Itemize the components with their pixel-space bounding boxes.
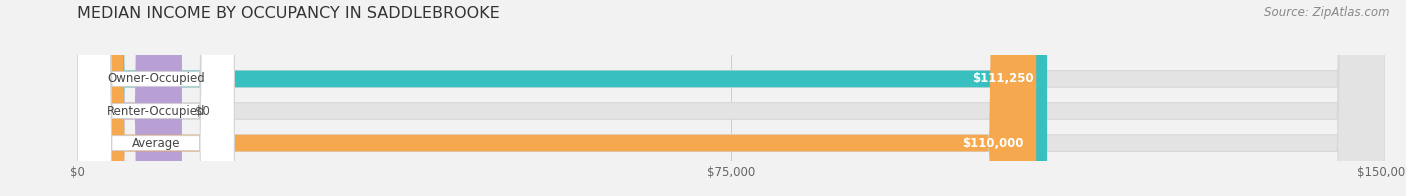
- FancyBboxPatch shape: [77, 0, 181, 196]
- FancyBboxPatch shape: [77, 0, 235, 196]
- FancyBboxPatch shape: [77, 0, 1385, 196]
- Text: Average: Average: [132, 137, 180, 150]
- FancyBboxPatch shape: [77, 0, 1385, 196]
- Text: Owner-Occupied: Owner-Occupied: [107, 73, 205, 85]
- Text: Source: ZipAtlas.com: Source: ZipAtlas.com: [1264, 6, 1389, 19]
- Text: Renter-Occupied: Renter-Occupied: [107, 104, 205, 118]
- Text: $111,250: $111,250: [973, 73, 1033, 85]
- FancyBboxPatch shape: [77, 0, 1385, 196]
- Text: $0: $0: [195, 104, 209, 118]
- FancyBboxPatch shape: [77, 0, 235, 196]
- FancyBboxPatch shape: [77, 0, 235, 196]
- Text: MEDIAN INCOME BY OCCUPANCY IN SADDLEBROOKE: MEDIAN INCOME BY OCCUPANCY IN SADDLEBROO…: [77, 6, 501, 21]
- FancyBboxPatch shape: [77, 0, 1036, 196]
- FancyBboxPatch shape: [77, 0, 1047, 196]
- Text: $110,000: $110,000: [962, 137, 1024, 150]
